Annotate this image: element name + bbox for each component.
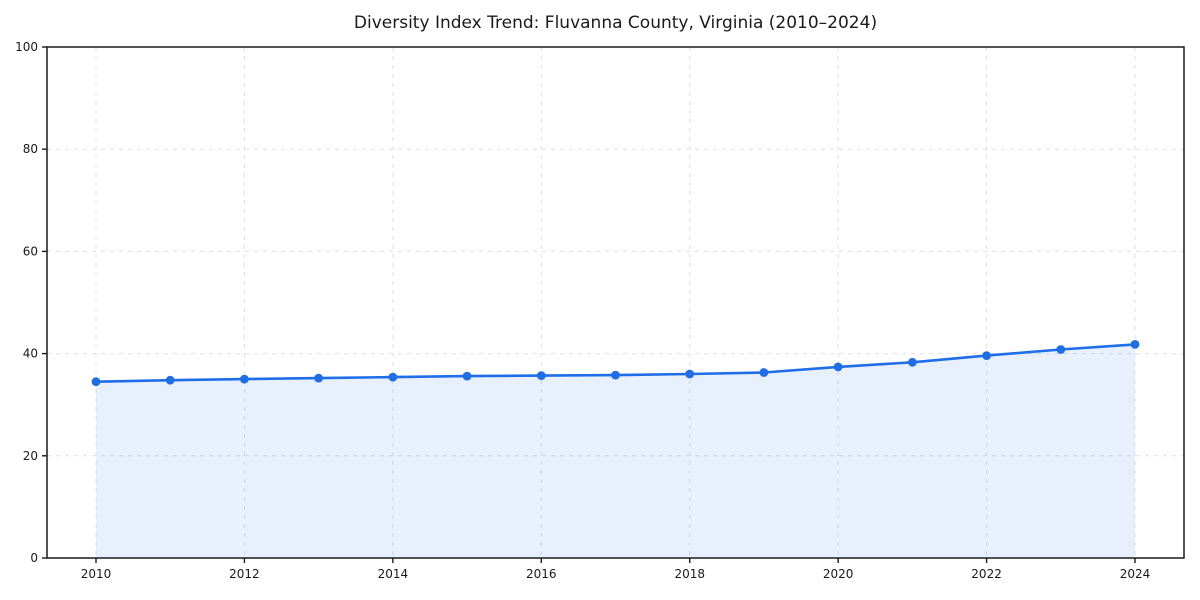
- data-point: [462, 371, 472, 381]
- y-tick-label: 40: [23, 347, 38, 361]
- data-point: [1056, 345, 1066, 354]
- y-tick-label: 100: [15, 40, 38, 54]
- plot-border: [46, 46, 1185, 559]
- y-tick-label: 60: [23, 244, 38, 258]
- data-point: [314, 373, 323, 383]
- data-point: [611, 370, 620, 380]
- data-point: [536, 371, 546, 380]
- data-point: [982, 351, 991, 360]
- data-point: [388, 372, 398, 382]
- data-point: [908, 357, 917, 367]
- data-point: [1130, 340, 1140, 349]
- x-tick-label: 2020: [823, 567, 854, 581]
- data-point: [240, 374, 249, 384]
- x-tick-label: 2024: [1120, 567, 1151, 581]
- x-tick-label: 2022: [971, 567, 1002, 581]
- data-point: [165, 375, 175, 385]
- x-tick-label: 2018: [674, 567, 705, 581]
- x-tick-label: 2010: [81, 567, 112, 581]
- data-point: [759, 368, 769, 377]
- area-fill: [96, 344, 1135, 558]
- y-tick-label: 20: [23, 449, 38, 463]
- data-point: [833, 362, 843, 372]
- y-tick-label: 80: [23, 142, 38, 156]
- data-point: [91, 377, 101, 387]
- x-tick-label: 2016: [526, 567, 557, 581]
- x-tick-label: 2014: [378, 567, 409, 581]
- x-tick-label: 2012: [229, 567, 260, 581]
- y-tick-label: 0: [30, 551, 38, 565]
- chart-title: Diversity Index Trend: Fluvanna County, …: [353, 13, 878, 33]
- data-point: [685, 369, 695, 379]
